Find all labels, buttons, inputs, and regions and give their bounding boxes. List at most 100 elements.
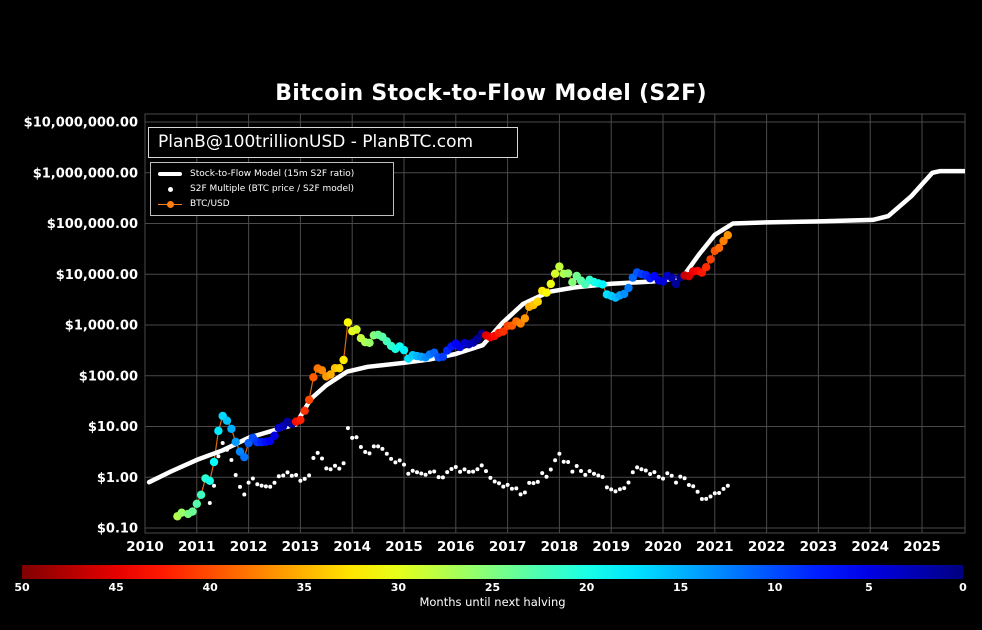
- s2f-multiple-point: [695, 489, 700, 494]
- white-dot-icon: [167, 186, 173, 192]
- s2f-multiple-point: [678, 474, 683, 479]
- s2f-multiple-point: [557, 451, 562, 456]
- s2f-multiple-point: [440, 475, 445, 480]
- btc-usd-point: [296, 415, 305, 425]
- s2f-multiple-point: [307, 473, 312, 478]
- x-tick-label: 2023: [800, 539, 838, 555]
- btc-usd-point: [702, 263, 711, 272]
- s2f-multiple-point: [298, 478, 303, 483]
- y-tick-label: $100.00: [79, 369, 138, 384]
- legend-item-model: Stock-to-Flow Model (15m S2F ratio): [157, 168, 387, 180]
- s2f-multiple-point: [384, 451, 389, 456]
- s2f-multiple-point: [393, 460, 398, 465]
- x-tick-label: 2014: [333, 539, 371, 555]
- s2f-multiple-point: [367, 451, 372, 456]
- s2f-multiple-point: [350, 435, 355, 440]
- s2f-multiple-point: [583, 472, 588, 477]
- s2f-multiple-point: [415, 470, 419, 475]
- s2f-multiple-point: [484, 469, 488, 474]
- btc-usd-point: [304, 395, 314, 405]
- btc-usd-point: [568, 278, 577, 287]
- s2f-multiple-point: [492, 479, 497, 484]
- s2f-multiple-point: [259, 483, 264, 488]
- multiple-dot-marker: [157, 184, 183, 194]
- model-line-marker: [157, 169, 183, 179]
- btc-usd-point: [317, 366, 327, 375]
- x-tick-label: 2013: [282, 539, 320, 555]
- s2f-multiple-point: [548, 467, 553, 472]
- s2f-multiple-point: [579, 469, 583, 473]
- s2f-multiple-point: [272, 480, 277, 485]
- s2f-multiple-point: [458, 469, 463, 474]
- s2f-multiple-point: [207, 501, 212, 505]
- s2f-multiple-point: [402, 462, 406, 467]
- s2f-multiple-point: [233, 473, 238, 477]
- y-tick-label: $10,000.00: [56, 268, 138, 283]
- s2f-multiple-point: [358, 445, 363, 449]
- s2f-multiple-point: [630, 470, 635, 475]
- btc-usd-point: [309, 373, 318, 382]
- s2f-multiple-point: [717, 491, 722, 495]
- s2f-multiple-point: [432, 469, 437, 474]
- s2f-multiple-point: [242, 492, 247, 497]
- btc-usd-point: [550, 269, 560, 278]
- s2f-multiple-point: [643, 468, 648, 473]
- s2f-multiple-point: [389, 456, 394, 461]
- s2f-multiple-point: [294, 473, 299, 477]
- btc-usd-point: [667, 273, 676, 282]
- btc-usd-point: [499, 327, 508, 336]
- colorbar-tick: 45: [108, 581, 124, 594]
- btc-usd-point: [520, 314, 530, 323]
- s2f-multiple-point: [600, 475, 605, 479]
- s2f-multiple-point: [609, 487, 614, 492]
- s2f-multiple-point: [225, 447, 229, 452]
- s2f-multiple-point: [505, 482, 510, 487]
- s2f-multiple-point: [250, 476, 255, 481]
- btc-usd-point: [365, 338, 374, 347]
- btc-usd-point: [270, 431, 279, 440]
- s2f-multiple-point: [453, 465, 458, 469]
- s2f-multiple-point: [574, 464, 579, 468]
- s2f-multiple-point: [699, 497, 704, 501]
- s2f-multiple-point: [544, 474, 549, 479]
- s2f-multiple-point: [617, 487, 622, 492]
- btc-usd-point: [438, 352, 448, 361]
- s2f-multiple-point: [652, 470, 657, 475]
- x-tick-label: 2018: [541, 539, 579, 555]
- s2f-multiple-point: [721, 486, 726, 491]
- colorbar-tick: 35: [296, 581, 312, 594]
- axis-labels: $10,000,000.00 $1,000,000.00 $100,000.00 $1…: [24, 116, 941, 556]
- s2f-multiple-point: [509, 486, 514, 491]
- s2f-multiple-point: [561, 459, 566, 464]
- thick-line-icon: [158, 172, 182, 176]
- s2f-multiple-point: [238, 484, 242, 489]
- btc-usd-point: [209, 457, 219, 467]
- s2f-multiple-point: [708, 494, 713, 499]
- s2f-multiple-point: [229, 458, 234, 462]
- s2f-multiple-point: [268, 484, 273, 489]
- s2f-multiple-point: [212, 483, 216, 488]
- y-tick-label: $100,000.00: [47, 217, 138, 232]
- s2f-multiple-point: [380, 446, 385, 451]
- btc-usd-point: [714, 243, 724, 253]
- y-tick-label: $1,000,000.00: [33, 166, 138, 181]
- s2f-multiple-point: [592, 471, 596, 476]
- s2f-multiple-point: [345, 426, 350, 431]
- s2f-multiple-point: [419, 471, 424, 476]
- s2f-multiple-point: [320, 456, 324, 461]
- s2f-multiple-point: [488, 475, 493, 480]
- s2f-multiple-point: [656, 474, 661, 479]
- colorbar-tick: 15: [673, 581, 689, 594]
- y-tick-label: $10.00: [88, 420, 138, 435]
- s2f-multiple-point: [471, 469, 476, 474]
- btc-usd-point: [533, 297, 542, 306]
- s2f-multiple-point: [622, 486, 627, 491]
- btc-usd-point: [563, 269, 573, 278]
- y-tick-label: $0.10: [97, 522, 138, 537]
- s2f-multiple-point: [566, 460, 571, 464]
- s2f-multiple-point: [648, 472, 653, 476]
- btc-usd-point: [240, 452, 249, 462]
- s2f-multiple-point: [497, 481, 501, 486]
- btc-usd-point: [658, 277, 668, 286]
